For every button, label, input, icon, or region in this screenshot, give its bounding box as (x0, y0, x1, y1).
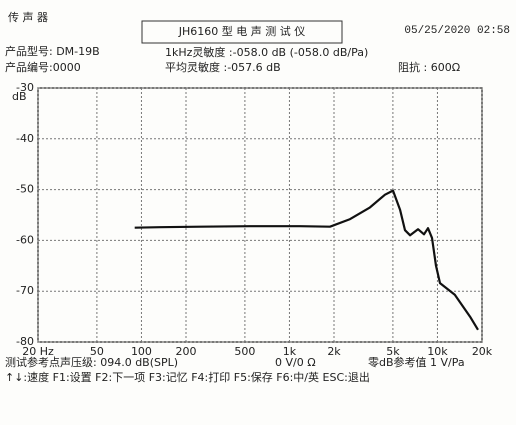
x-tick-label: 20k (472, 345, 493, 358)
y-tick-label: -50 (16, 183, 34, 196)
y-tick-label: -30 (16, 81, 34, 94)
x-tick-label: 100 (131, 345, 152, 358)
x-tick-label: 1k (283, 345, 297, 358)
title-box (141, 20, 343, 44)
impedance: 阻抗 : 600Ω (398, 60, 460, 74)
serial: 产品编号:0000 (5, 60, 81, 74)
datetime: 05/25/2020 02:58 (404, 25, 510, 37)
y-tick-label: -70 (16, 284, 34, 297)
ref-spl: 测试参考点声压级: 094.0 dB(SPL) (5, 355, 178, 369)
key-help: ↑↓:速度 F1:设置 F2:下一项 F3:记忆 F4:打印 F5:保存 F6:… (5, 370, 370, 384)
device: 传 声 器 (8, 10, 48, 24)
model: 产品型号: DM-19B (5, 44, 100, 58)
y-tick-label: -80 (16, 335, 34, 348)
ref-v: 0 V/0 Ω (275, 356, 316, 369)
x-tick-label: 500 (234, 345, 255, 358)
x-tick-label: 2k (327, 345, 341, 358)
avg-sensitivity: 平均灵敏度 :-057.6 dB (165, 60, 281, 74)
y-tick-label: -60 (16, 233, 34, 246)
x-tick-label: 20 Hz (22, 345, 54, 358)
y-axis-label: dB (12, 90, 27, 103)
zero-db: 零dB参考值 1 V/Pa (368, 355, 465, 369)
sensitivity-1k: 1kHz灵敏度 :-058.0 dB (-058.0 dB/Pa) (165, 45, 368, 59)
x-tick-label: 200 (176, 345, 197, 358)
response-curve (134, 189, 479, 331)
x-tick-label: 5k (386, 345, 400, 358)
x-tick-label: 50 (90, 345, 104, 358)
x-tick-label: 10k (427, 345, 448, 358)
instrument: JH6160 型 电 声 测 试 仪 (178, 24, 306, 38)
y-tick-label: -40 (16, 132, 34, 145)
